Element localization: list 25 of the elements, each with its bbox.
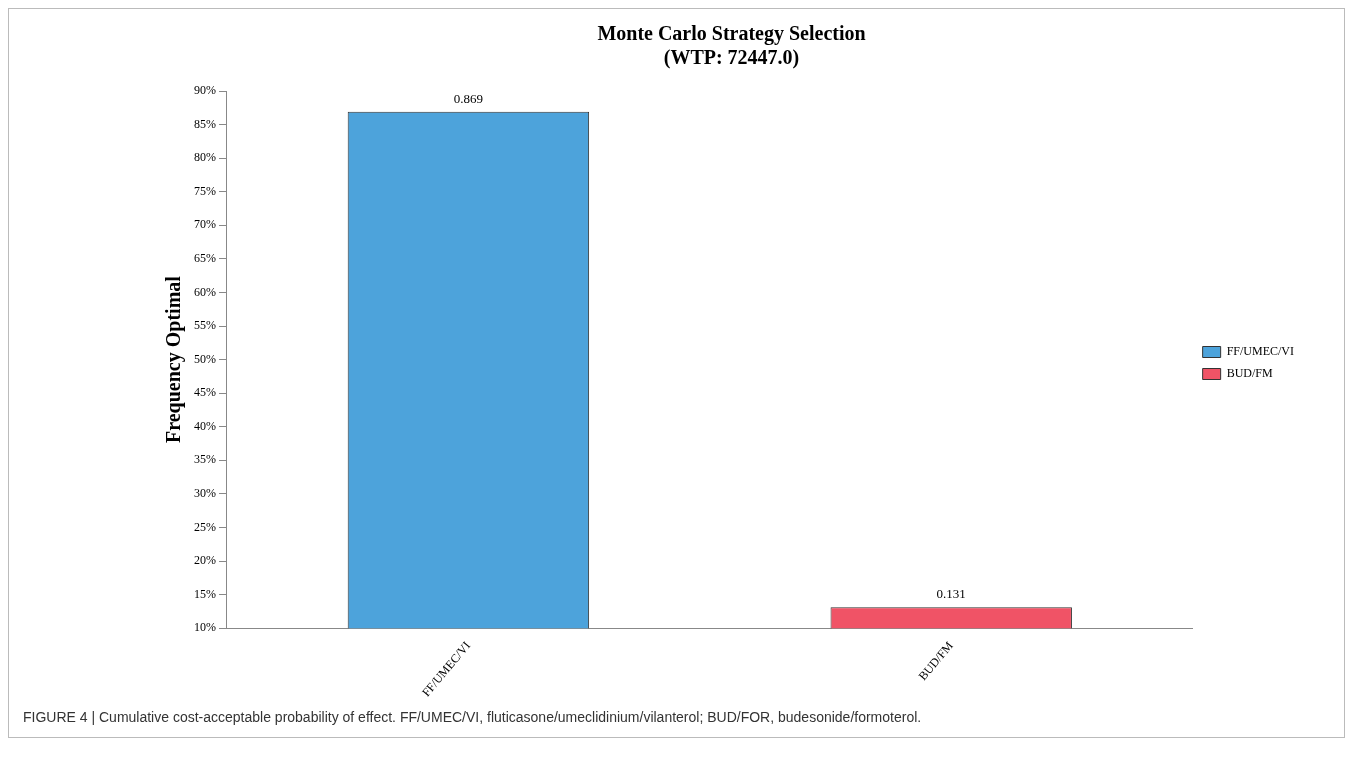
y-tick-label: 35% — [194, 452, 216, 467]
chart-title: Monte Carlo Strategy Selection — [597, 22, 866, 46]
y-tick-label: 75% — [194, 183, 216, 198]
y-tick-label: 60% — [194, 284, 216, 299]
y-tick-label: 65% — [194, 251, 216, 266]
y-tick-label: 30% — [194, 486, 216, 501]
y-tick-label: 40% — [194, 418, 216, 433]
y-tick-label: 80% — [194, 150, 216, 165]
data-label: 0.869 — [453, 90, 484, 106]
y-tick-label: 45% — [194, 385, 216, 400]
y-tick-label: 15% — [194, 586, 216, 601]
chart-subtitle: (WTP: 72447.0) — [663, 46, 800, 70]
y-tick-label: 20% — [194, 553, 216, 568]
y-tick-label: 10% — [194, 620, 216, 635]
legend-label: BUD/FM — [1226, 366, 1273, 381]
caption: FIGURE 4 | Cumulative cost-acceptable probability of effect. FF/UMEC/VI, fluticasone/umeclidinium/vilanterol; BUD/FOR, budesonide/formoterol. — [22, 708, 923, 725]
data-label: 0.131 — [936, 586, 966, 602]
y-tick-label: 50% — [194, 351, 216, 366]
legend-label: FF/UMEC/VI — [1226, 344, 1295, 359]
y-tick-label: 55% — [194, 318, 216, 333]
y-tick-label: 85% — [194, 116, 216, 131]
y-axis-title: Frequency Optimal — [162, 275, 186, 444]
y-tick-label: 25% — [194, 519, 216, 534]
y-tick-label: 70% — [194, 217, 216, 232]
y-tick-label: 90% — [194, 83, 216, 98]
